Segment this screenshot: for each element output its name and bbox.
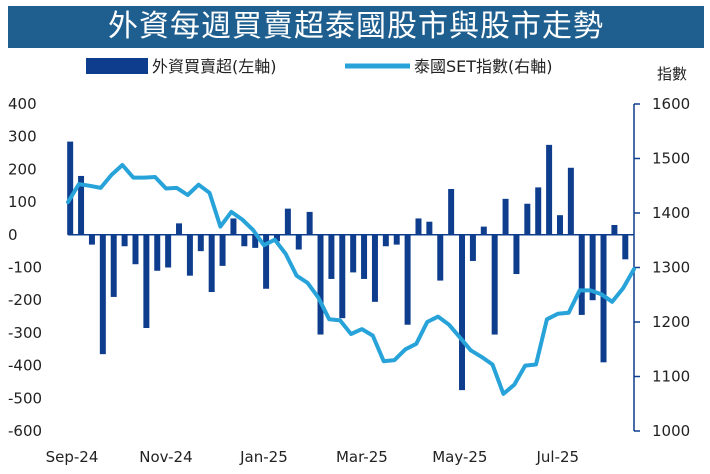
bar-series [67, 141, 629, 391]
bar [393, 234, 400, 245]
bar [208, 234, 215, 293]
bar [382, 234, 389, 247]
set-index-line [66, 163, 636, 396]
left-tick-label: -200 [8, 291, 42, 309]
bar [252, 234, 259, 248]
bar [241, 234, 248, 247]
right-tick-label: 1000 [652, 422, 690, 440]
left-tick-label: 0 [8, 226, 18, 244]
legend-bar-label: 外資買賣超(左軸) [152, 57, 277, 76]
bar [110, 234, 117, 297]
x-axis: Sep-24 Nov-24 Jan-25 Mar-25 May-25 Jul-25 [46, 448, 580, 466]
bar [284, 208, 291, 235]
bar [263, 234, 270, 289]
bar [502, 198, 509, 235]
bar [437, 234, 444, 281]
bar [361, 234, 368, 279]
x-tick-label: Mar-25 [336, 448, 388, 466]
bar [611, 224, 618, 235]
right-tick-label: 1400 [652, 204, 690, 222]
left-tick-label: 300 [8, 128, 37, 146]
left-tick-label: -600 [8, 422, 42, 440]
left-tick-label: 200 [8, 160, 37, 178]
bar [513, 234, 520, 275]
bar [197, 234, 204, 252]
bar [404, 234, 411, 325]
bar [295, 234, 302, 250]
legend: 外資買賣超(左軸) 泰國SET指數(右軸) [86, 57, 553, 76]
bar [154, 234, 161, 271]
bar [143, 234, 150, 328]
legend-bar-swatch [86, 58, 148, 74]
bar [219, 234, 226, 266]
x-tick-label: May-25 [432, 448, 487, 466]
bar [78, 175, 85, 235]
bar [371, 234, 378, 302]
x-tick-label: Sep-24 [46, 448, 99, 466]
bar [306, 211, 313, 235]
right-axis-label: 指數 [657, 65, 687, 83]
bar [448, 189, 455, 235]
left-tick-label: -100 [8, 259, 42, 277]
left-tick-label: -500 [8, 389, 42, 407]
bar [415, 218, 422, 235]
x-tick-label: Jan-25 [239, 448, 288, 466]
bar [426, 221, 433, 235]
bar [480, 226, 487, 235]
bar [567, 167, 574, 235]
bar [535, 187, 542, 235]
bar [459, 234, 466, 391]
left-axis: 400 300 200 100 0 -100 -200 -300 -400 -500 -600 [8, 95, 42, 440]
right-tick-label: 1600 [652, 95, 690, 113]
left-tick-label: -400 [8, 357, 42, 375]
left-tick-label: 100 [8, 193, 37, 211]
bar [317, 234, 324, 335]
legend-line-label: 泰國SET指數(右軸) [414, 57, 553, 76]
right-tick-label: 1300 [652, 259, 690, 277]
bar [350, 234, 357, 273]
left-tick-label: 400 [8, 95, 37, 113]
x-tick-label: Jul-25 [536, 448, 580, 466]
bar [578, 234, 585, 315]
bar [469, 234, 476, 261]
bar [622, 234, 629, 260]
chart-title: 外資每週買賣超泰國股市與股市走勢 [8, 6, 704, 48]
bar [524, 203, 531, 235]
right-axis: 1600 1500 1400 1300 1200 1100 1000 [634, 95, 690, 440]
left-tick-label: -300 [8, 324, 42, 342]
bar [132, 234, 139, 265]
bar [230, 218, 237, 235]
bar [589, 234, 596, 301]
bar [99, 234, 106, 355]
bar [491, 234, 498, 335]
bar [121, 234, 128, 247]
bar [186, 234, 193, 276]
bar [328, 234, 335, 279]
bar [67, 141, 74, 235]
bar [339, 234, 346, 319]
bar [600, 234, 607, 363]
bar [556, 215, 563, 235]
bar [165, 234, 172, 268]
bar [273, 234, 280, 242]
right-tick-label: 1100 [652, 368, 690, 386]
bar [88, 234, 95, 245]
x-tick-label: Nov-24 [139, 448, 192, 466]
bar [176, 223, 183, 235]
bar [546, 144, 553, 235]
right-tick-label: 1500 [652, 150, 690, 168]
right-tick-label: 1200 [652, 313, 690, 331]
